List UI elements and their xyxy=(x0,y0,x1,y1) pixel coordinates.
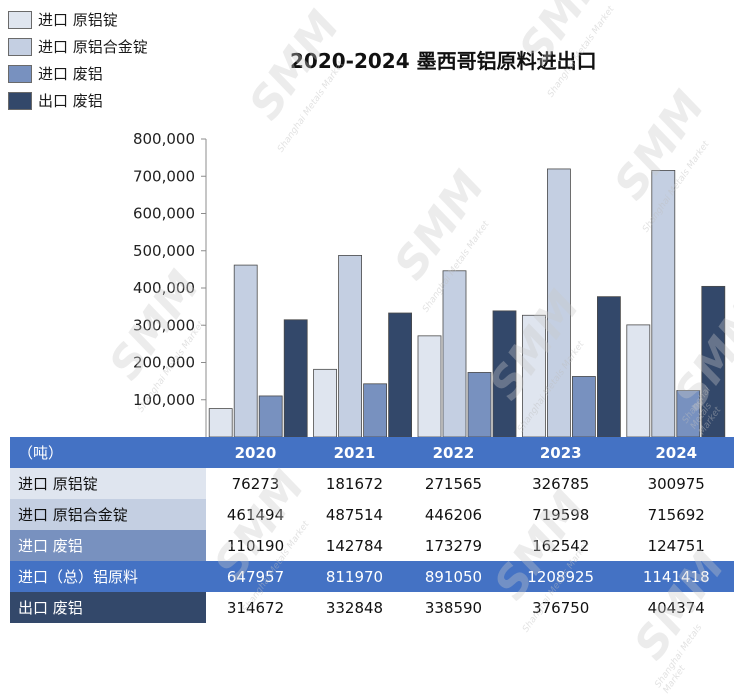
data-table: （吨） 2020 2021 2022 2023 2024 进口 原铝锭 76273 181672… xyxy=(10,437,734,623)
table-row: 进口 原铝合金锭 461494 487514 446206 719598 715692 xyxy=(10,499,734,530)
table-cell: 338590 xyxy=(424,598,483,617)
legend-label: 进口 原铝合金锭 xyxy=(38,38,148,56)
bar xyxy=(388,312,413,437)
year-header: 2020 xyxy=(206,437,305,468)
year-header: 2021 xyxy=(304,437,404,468)
y-tick-label: 700,000 xyxy=(133,167,195,185)
row-label: 进口 原铝锭 xyxy=(10,468,206,499)
bar xyxy=(522,314,546,437)
bar xyxy=(572,376,596,437)
legend-swatch xyxy=(8,91,32,110)
table-cell: 647957 xyxy=(206,561,305,592)
table-cell: 719598 xyxy=(532,505,590,524)
table-cell: 715692 xyxy=(647,505,705,524)
table-cell: 173279 xyxy=(424,536,483,555)
bar xyxy=(492,310,517,437)
chart-title: 2020-2024 墨西哥铝原料进出口 xyxy=(290,49,597,73)
bar xyxy=(547,168,571,437)
row-label: 进口（总）铝原料 xyxy=(10,561,206,592)
year-header: 2022 xyxy=(403,437,503,468)
bar-chart-plot: 100,000 200,000 300,000 400,000 500,000 600,0… xyxy=(133,130,726,437)
bar xyxy=(676,390,701,437)
y-tick-label: 400,000 xyxy=(133,279,195,297)
table-cell: 404374 xyxy=(647,598,705,617)
legend-item: 进口 废铝 xyxy=(8,60,148,87)
bar xyxy=(338,255,363,437)
y-tick-label: 600,000 xyxy=(133,205,195,223)
table-cell: 446206 xyxy=(424,505,483,524)
bar xyxy=(208,408,233,437)
table-cell: 162542 xyxy=(532,536,590,555)
bar xyxy=(313,368,338,437)
table-cell: 811970 xyxy=(304,561,404,592)
table-cell: 332848 xyxy=(325,598,384,617)
table-cell: 124751 xyxy=(647,536,705,555)
table-cell: 76273 xyxy=(231,474,280,493)
table-cell: 326785 xyxy=(532,474,590,493)
table-cell: 142784 xyxy=(325,536,384,555)
table-header-row: （吨） 2020 2021 2022 2023 2024 xyxy=(10,437,734,468)
legend-item: 出口 废铝 xyxy=(8,87,148,114)
legend-label: 出口 废铝 xyxy=(38,92,103,110)
table-row: 进口（总）铝原料 647957 811970 891050 1208925 1141418 xyxy=(10,561,734,592)
legend-swatch xyxy=(8,64,32,83)
bar xyxy=(233,264,258,437)
chart-legend: 进口 原铝锭进口 原铝合金锭 进口 废铝出口 废铝 xyxy=(8,6,148,114)
bar xyxy=(442,270,467,437)
legend-label: 进口 原铝锭 xyxy=(38,11,118,29)
legend-label: 进口 废铝 xyxy=(38,65,103,83)
table-cell: 314672 xyxy=(226,598,285,617)
legend-swatch xyxy=(8,10,32,29)
row-label: 出口 废铝 xyxy=(10,592,206,623)
year-header: 2024 xyxy=(618,437,734,468)
y-tick-label: 800,000 xyxy=(133,130,195,148)
table-cell: 461494 xyxy=(226,505,285,524)
bar xyxy=(651,170,676,437)
table-row: 出口 废铝 314672 332848 338590 376750 404374 xyxy=(10,592,734,623)
legend-item: 进口 原铝锭 xyxy=(8,6,148,33)
table-cell: 271565 xyxy=(424,474,483,493)
bar xyxy=(597,296,621,437)
bar xyxy=(417,335,442,437)
table-cell: 1141418 xyxy=(618,561,734,592)
unit-label: （吨） xyxy=(10,437,206,468)
table-row: 进口 原铝锭 76273 181672 271565 326785 300975 xyxy=(10,468,734,499)
bar xyxy=(626,324,651,437)
legend-swatch xyxy=(8,37,32,56)
bar xyxy=(258,395,283,437)
table-row: 进口 废铝 110190 142784 173279 162542 124751 xyxy=(10,530,734,561)
table-cell: 110190 xyxy=(226,536,285,555)
bar xyxy=(283,319,308,437)
bar xyxy=(701,285,726,437)
y-tick-label: 500,000 xyxy=(133,242,195,260)
table-cell: 300975 xyxy=(647,474,705,493)
y-tick-label: 100,000 xyxy=(133,391,195,409)
table-cell: 181672 xyxy=(325,474,384,493)
bar xyxy=(363,383,388,437)
table-cell: 1208925 xyxy=(502,561,619,592)
year-header: 2023 xyxy=(502,437,619,468)
y-tick-label: 300,000 xyxy=(133,316,195,334)
table-cell: 376750 xyxy=(532,598,590,617)
bar xyxy=(467,372,492,437)
row-label: 进口 废铝 xyxy=(10,530,206,561)
legend-item: 进口 原铝合金锭 xyxy=(8,33,148,60)
row-label: 进口 原铝合金锭 xyxy=(10,499,206,530)
y-tick-label: 200,000 xyxy=(133,354,195,372)
table-cell: 487514 xyxy=(325,505,384,524)
table-cell: 891050 xyxy=(403,561,503,592)
